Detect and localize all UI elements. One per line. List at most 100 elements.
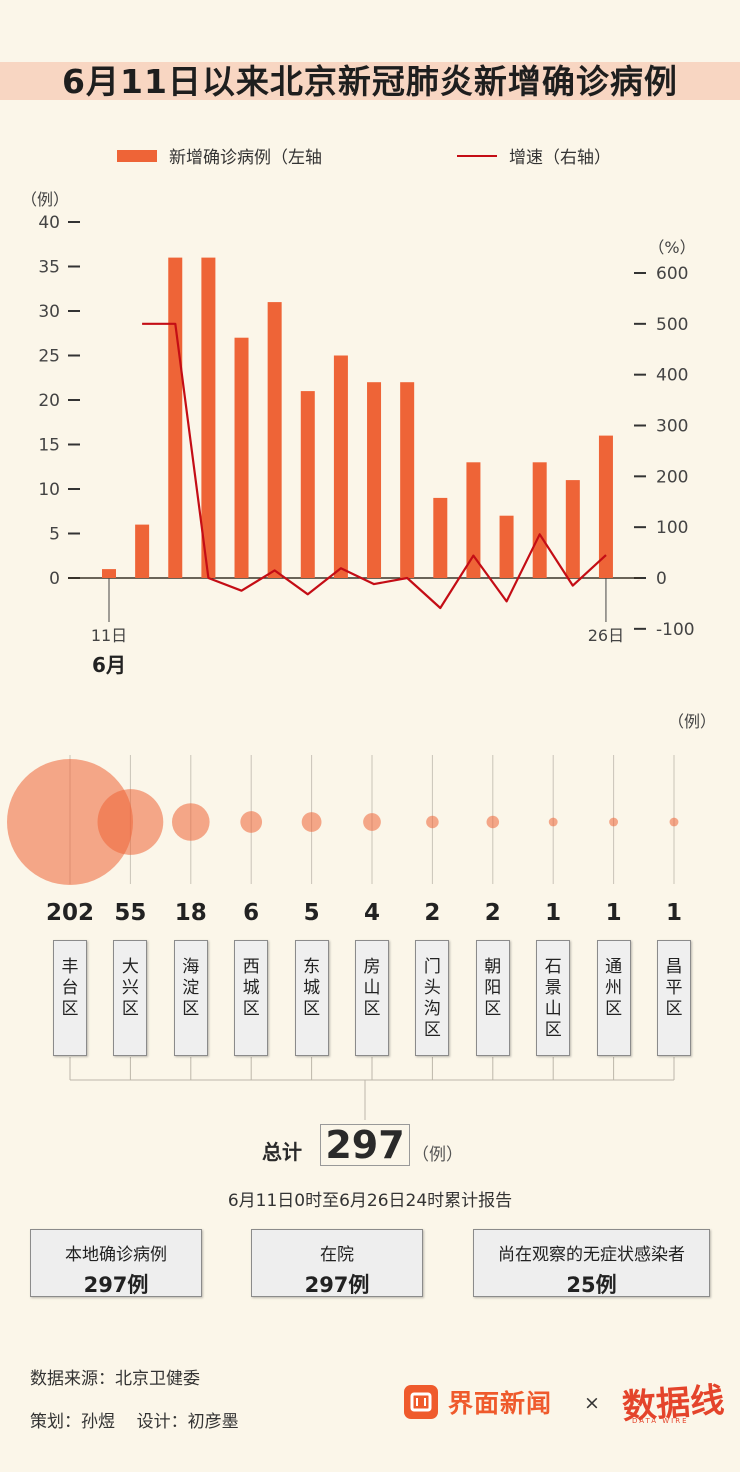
left-axis-tick-label: 30: [38, 302, 60, 322]
bar: [300, 391, 315, 578]
legend-bar-swatch: [117, 149, 157, 162]
district-label: 东城区: [294, 940, 329, 1056]
title-band: [0, 62, 740, 100]
bar: [102, 569, 116, 578]
district-label-char: 昌: [665, 957, 683, 977]
district-label: 门头沟区: [415, 940, 450, 1056]
bar: [598, 435, 613, 578]
daily-cases-chart: （例） 0 5 10 15 20 25 30 35 40 （%） -100 0 100 200 300 400 5…: [21, 190, 696, 677]
district-label-char: 区: [484, 999, 502, 1019]
left-axis-tick-label: 15: [38, 436, 60, 456]
district-label: 海淀区: [173, 940, 208, 1056]
right-axis-unit: （%）: [648, 238, 695, 257]
bubble: [548, 817, 558, 827]
district-label: 西城区: [234, 940, 269, 1056]
stat-value: 25例: [566, 1273, 617, 1297]
district-label: 昌平区: [657, 940, 691, 1056]
district-label-char: 区: [182, 999, 200, 1019]
district-count: 5: [303, 900, 320, 926]
total-value: 297: [320, 1124, 410, 1166]
stat-value: 297例: [83, 1273, 149, 1297]
district-label-char: 大: [121, 957, 139, 977]
bubble: [486, 815, 500, 829]
left-axis-tick-label: 20: [38, 391, 60, 411]
bubble: [609, 817, 619, 827]
district-label-char: 山: [544, 999, 562, 1019]
bubble: [7, 759, 133, 885]
district-label-char: 州: [605, 978, 623, 998]
district-label-char: 区: [423, 1020, 441, 1040]
page-title: 6月11日以来北京新冠肺炎新增确诊病例: [62, 62, 678, 101]
datawire-logo-sub: DATA WIRE: [632, 1417, 689, 1425]
district-count: 18: [174, 900, 207, 926]
right-axis-tick-label: 200: [656, 467, 688, 487]
district-label-char: 门: [423, 957, 441, 977]
district-label-char: 区: [61, 999, 79, 1019]
bubble-unit: （例）: [668, 712, 716, 731]
right-axis-tick-label: -100: [656, 620, 695, 640]
district-label-char: 区: [303, 999, 321, 1019]
left-axis-tick-label: 25: [38, 347, 60, 367]
bar: [532, 462, 547, 578]
growth-line: [142, 322, 607, 610]
bar: [234, 337, 249, 578]
legend-line-swatch: [457, 154, 497, 157]
stat-asymptomatic: 尚在观察的无症状感染者 25例: [473, 1229, 710, 1297]
district-label-char: 台: [61, 978, 79, 998]
total-row: 总计 297 （例）: [0, 1124, 740, 1168]
stat-hospitalized: 在院 297例: [251, 1229, 423, 1297]
bubble: [426, 815, 439, 829]
stat-label: 本地确诊病例: [65, 1245, 167, 1265]
district-label-char: 平: [665, 978, 683, 998]
district-label: 房山区: [355, 940, 389, 1056]
bar: [201, 257, 216, 578]
left-axis-tick-label: 10: [38, 480, 60, 500]
bubble: [97, 789, 164, 855]
stat-label: 尚在观察的无症状感染者: [498, 1245, 685, 1265]
total-unit: （例）: [412, 1145, 463, 1165]
bar: [267, 302, 282, 578]
district-count: 202: [45, 900, 94, 926]
bar: [466, 462, 481, 578]
district-label: 大兴区: [113, 940, 148, 1056]
bar: [168, 257, 183, 578]
bar: [333, 355, 348, 578]
bar: [565, 480, 580, 578]
district-label-char: 朝: [484, 957, 502, 977]
district-count: 1: [665, 900, 682, 926]
district-label-char: 景: [544, 978, 562, 998]
report-note: 6月11日0时至6月26日24时累计报告: [227, 1191, 513, 1211]
x-tick-label: 11日: [91, 626, 127, 645]
district-label-char: 房: [363, 957, 381, 977]
credits: 策划：孙煜 设计：初彦墨: [30, 1412, 239, 1432]
x-month-label: 6月: [92, 653, 126, 677]
bar: [135, 524, 150, 578]
district-label-char: 城: [303, 978, 321, 998]
right-axis-tick-label: 600: [656, 264, 688, 284]
district-bubble-chart: （例）: [7, 712, 716, 1120]
bubble: [363, 813, 381, 831]
x-tick-label: 26日: [588, 626, 624, 645]
district-label-char: 东: [303, 957, 321, 977]
stat-label: 在院: [320, 1245, 354, 1265]
bar: [433, 497, 448, 578]
legend-bar-label: 新增确诊病例（左轴: [169, 148, 322, 168]
district-label-char: 兴: [121, 978, 139, 998]
district-label-char: 西: [242, 957, 260, 977]
bar: [367, 382, 382, 578]
district-count: 1: [545, 900, 562, 926]
district-label-char: 山: [363, 978, 381, 998]
left-axis-tick-label: 5: [49, 525, 60, 545]
district-label-char: 沟: [423, 999, 441, 1019]
district-label-char: 石: [544, 957, 562, 977]
district-label-char: 海: [182, 957, 200, 977]
left-axis-tick-label: 40: [38, 213, 60, 233]
total-label: 总计: [262, 1140, 302, 1164]
legend-line: 增速（右轴）: [457, 143, 611, 168]
district-label-char: 区: [665, 999, 683, 1019]
district-label-char: 区: [363, 999, 381, 1019]
district-label: 石景山区: [536, 940, 571, 1056]
district-label: 朝阳区: [475, 940, 510, 1056]
district-label-char: 阳: [484, 978, 502, 998]
left-axis-unit: （例）: [21, 190, 69, 209]
